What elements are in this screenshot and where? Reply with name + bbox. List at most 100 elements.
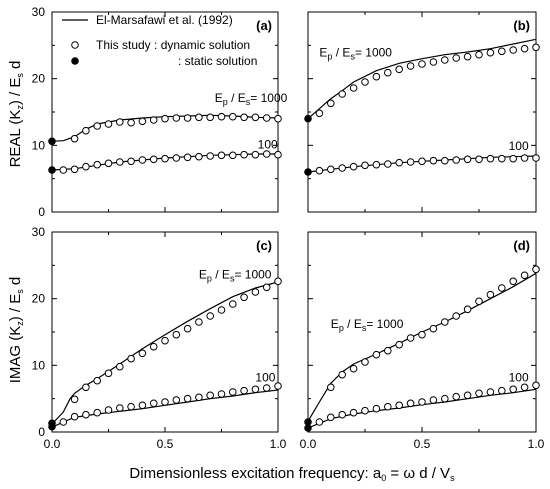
panel-a-ytick-label-1: 10	[32, 138, 46, 152]
panel-d-100-open-point-3	[349, 408, 358, 417]
panel-a-1000-open-point-13	[217, 112, 226, 121]
panel-c-1000-open-point-9	[172, 330, 181, 339]
panel-a-1000-open-point-4	[116, 118, 124, 126]
panel-a-100-open-point-1	[70, 165, 79, 174]
panel-d-annotation-0-part-3: s	[362, 323, 367, 333]
panel-b-100-open-point-5	[372, 160, 381, 169]
legend: El-Marsafawi et al. (1992) This study : …	[62, 13, 257, 68]
panel-b-1000-open-point-9	[418, 60, 426, 68]
panel-b-100-filled-point-0	[304, 168, 312, 176]
panel-b-100-open-point-14	[475, 155, 483, 164]
panel-a-100-open-point-17	[251, 150, 260, 159]
panel-c: 0 10 20 30 0.0 0.5 1.0 (c) Ep / Es= 1000 100	[32, 225, 287, 451]
panel-c-annotation-1: 100	[255, 370, 275, 384]
panel-b-100-open-point-0	[315, 166, 324, 175]
panel-c-100-open-point-3	[93, 408, 101, 417]
panel-a-100-open-point-3	[93, 160, 101, 169]
panel-a-100-open-point-15	[229, 151, 237, 160]
panel-d-1000-open-point-12	[463, 305, 472, 314]
panel-d-100-open-point-11	[441, 394, 449, 403]
panel-b-1000-open-point-3	[349, 84, 358, 92]
panel-a-ytick-label-0: 0	[38, 205, 45, 219]
panel-c-100-line-line	[51, 389, 279, 428]
panel-a-1000-open-point-2	[93, 122, 101, 130]
panel-b-100-open-point-9	[418, 157, 426, 166]
panel-d-100-open-point-10	[429, 396, 438, 404]
panel-b-1000-open-point-10	[429, 58, 438, 66]
panel-a-1000-open-point-6	[138, 117, 147, 126]
panel-d-1000-open-point-5	[384, 346, 392, 355]
legend-open-symbol	[71, 41, 79, 49]
panel-a-100-open-point-8	[149, 155, 158, 164]
panel-b-frame	[307, 11, 537, 213]
panel-d-xtick-label-1: 0.5	[414, 437, 431, 451]
panel-b-1000-open-point-5	[372, 72, 381, 81]
legend-line-label: El-Marsafawi et al. (1992)	[96, 13, 233, 27]
panel-d-100-line-line	[307, 388, 537, 429]
panel-a-1000-open-point-12	[206, 113, 214, 122]
panel-d-100-open-point-17	[509, 385, 518, 394]
panel-a-ytick-label-2: 20	[32, 72, 46, 86]
panel-c-100-open-point-4	[104, 406, 113, 414]
panel-b-annotation-0-part-4: = 1000	[355, 46, 392, 60]
panel-d-annotation-0: Ep / Es= 1000	[331, 317, 404, 333]
panel-b-1000-open-point-4	[361, 78, 369, 86]
panel-d-annotation-0-part-1: p	[339, 323, 344, 333]
panel-d-100-open-point-4	[361, 406, 369, 415]
panel-d-1000-open-point-16	[509, 277, 518, 286]
panel-b-annotation-1: 100	[509, 139, 529, 153]
panel-c-1000-open-point-4	[116, 362, 124, 371]
panel-c-1000-open-point-15	[240, 293, 248, 302]
panel-b-1000-open-point-19	[532, 43, 540, 52]
panel-c-1000-open-point-6	[138, 349, 147, 358]
panel-d-annotation-0-part-4: = 1000	[366, 317, 403, 331]
legend-filled-label: : static solution	[178, 54, 257, 68]
panel-c-1000-open-point-12	[206, 312, 214, 320]
panel-d-1000-open-point-0	[327, 383, 335, 392]
panel-c-100-open-point-8	[149, 399, 158, 408]
panel-c-100-open-point-13	[206, 391, 214, 400]
panel-b-100-open-point-15	[486, 154, 495, 163]
y-axis-title-bottom: IMAG (Kz) / Es d	[7, 277, 25, 384]
panel-a-100-open-point-2	[82, 162, 90, 171]
panel-a-1000-open-point-16	[251, 113, 260, 122]
panel-a-1000-open-point-8	[161, 114, 169, 123]
panel-a-1000-open-point-5	[127, 118, 135, 127]
panel-a-annotation-0-part-1: p	[223, 97, 228, 107]
panel-d-100-filled-point-0	[304, 424, 312, 432]
panel-a-100-open-point-13	[206, 152, 214, 160]
legend-filled-symbol	[71, 57, 79, 65]
panel-d-100-open-point-1	[327, 413, 335, 422]
panel-b-tag: (b)	[513, 18, 530, 33]
panel-a-100-open-point-4	[104, 159, 113, 168]
panel-c-xtick-label-0: 0.0	[44, 437, 61, 451]
panel-c-1000-open-point-18	[274, 277, 282, 286]
panel-d-1000-open-point-2	[349, 364, 358, 373]
panel-b-100-open-point-13	[463, 155, 472, 164]
panel-d-100-open-point-6	[384, 402, 392, 411]
panel-d-100-open-point-14	[475, 389, 483, 398]
panel-b-annotation-0-part-1: p	[327, 52, 332, 62]
panel-d-1000-open-point-11	[452, 312, 461, 320]
panel-a-1000-open-point-17	[262, 114, 271, 122]
panel-b-1000-open-point-8	[406, 62, 415, 70]
panel-c-1000-open-point-14	[229, 300, 237, 308]
panel-b-100-open-point-11	[441, 156, 449, 165]
panel-c-1000-open-point-17	[262, 283, 271, 292]
panel-c-100-filled-point-0	[48, 422, 56, 431]
panel-c-1000-open-point-3	[104, 369, 113, 378]
panel-a-100-open-point-18	[262, 150, 271, 158]
panel-d-xtick-label-2: 1.0	[528, 437, 545, 451]
panel-b-1000-open-point-0	[315, 109, 324, 118]
panel-b-100-open-point-19	[532, 154, 540, 162]
panel-a-1000-open-point-10	[183, 114, 192, 122]
panel-b-1000-open-point-14	[475, 50, 483, 59]
panel-c-1000-open-point-13	[217, 306, 226, 314]
panel-b-1000-open-point-1	[327, 99, 335, 108]
panel-d-100-open-point-2	[338, 410, 347, 419]
panel-b-1000-line-line	[307, 38, 537, 120]
panel-d-1000-open-point-17	[520, 271, 529, 280]
panel-b-1000-open-point-6	[384, 68, 392, 77]
panel-b-100-open-point-17	[509, 154, 518, 163]
